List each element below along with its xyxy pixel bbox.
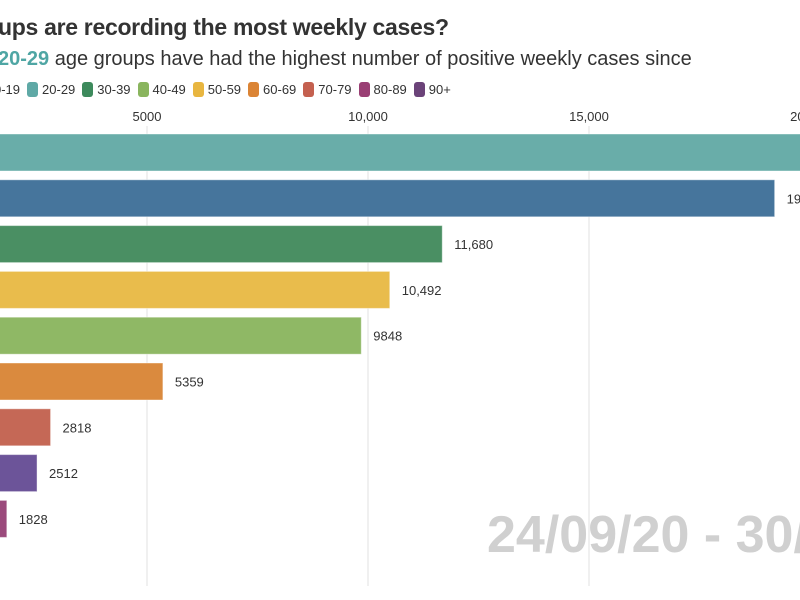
x-tick-label: 15,000 xyxy=(569,109,609,124)
legend-swatch xyxy=(137,82,149,97)
legend-label: 90+ xyxy=(428,82,451,97)
legend-swatch xyxy=(413,82,425,97)
bar xyxy=(0,179,776,218)
bar xyxy=(0,316,362,355)
bar-value-label: 2818 xyxy=(63,420,92,435)
legend-label: 0-19 xyxy=(0,82,21,97)
legend-swatch xyxy=(303,82,315,97)
bar-value-label: 10,492 xyxy=(402,283,442,298)
bar-value-label: 5359 xyxy=(175,375,204,390)
legend-label: 80-89 xyxy=(373,82,407,97)
subtitle-highlight: 20-29 xyxy=(0,48,50,70)
bar xyxy=(0,454,38,493)
legend-item: 50-59 xyxy=(192,82,242,97)
legend-item: 20-29 xyxy=(27,82,75,97)
legend-item: 70-79 xyxy=(303,82,352,97)
subtitle-text: age groups have had the highest number o… xyxy=(49,48,692,70)
bar-value-label: 19 xyxy=(787,191,800,206)
legend-item: 60-69 xyxy=(248,82,296,97)
x-tick-label: 10,000 xyxy=(348,109,388,124)
legend-item: 80-89 xyxy=(358,82,407,97)
legend-label: 30-39 xyxy=(97,82,131,97)
chart-title: ups are recording the most weekly cases? xyxy=(0,14,449,40)
legend-swatch xyxy=(192,82,204,97)
legend-item: 0-19 xyxy=(0,82,20,97)
bar xyxy=(0,270,391,309)
bar-value-label: 11,680 xyxy=(454,237,493,252)
x-tick-label: 20,000 xyxy=(790,109,800,124)
period-label: 24/09/20 - 30/ xyxy=(487,506,800,564)
legend-swatch xyxy=(82,82,94,97)
legend-label: 20-29 xyxy=(42,82,76,97)
legend-label: 40-49 xyxy=(152,82,186,97)
legend-label: 60-69 xyxy=(263,82,297,97)
legend-item: 90+ xyxy=(413,82,451,97)
chart-subtitle: 20-29 age groups have had the highest nu… xyxy=(0,48,692,71)
bar-value-label: 1828 xyxy=(19,512,48,527)
bar xyxy=(0,133,800,172)
legend: 0-19 20-29 30-39 40-49 50-59 60-69 70-79 80-89 9… xyxy=(0,82,451,97)
bar xyxy=(0,408,52,447)
bar-value-label: 9848 xyxy=(373,329,402,344)
bar-value-label: 2512 xyxy=(49,466,78,481)
legend-item: 30-39 xyxy=(82,82,131,97)
bar xyxy=(0,362,164,401)
bar xyxy=(0,225,443,264)
legend-label: 50-59 xyxy=(207,82,242,97)
legend-label: 70-79 xyxy=(318,82,352,97)
legend-swatch xyxy=(248,82,260,97)
bar xyxy=(0,499,8,538)
legend-swatch xyxy=(358,82,370,97)
legend-item: 40-49 xyxy=(137,82,186,97)
x-tick-label: 5000 xyxy=(133,109,162,124)
legend-swatch xyxy=(27,82,39,97)
